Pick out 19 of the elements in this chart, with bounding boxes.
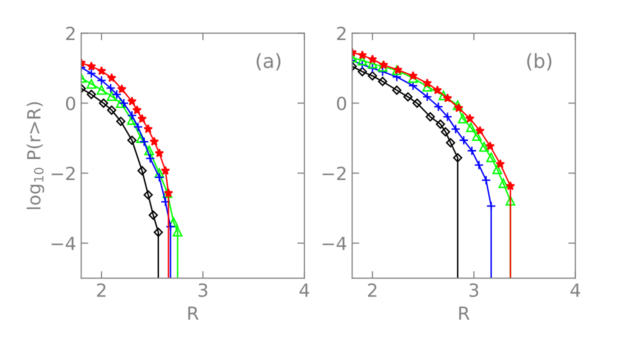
y-tick-label: 0 — [66, 96, 76, 110]
y-axis-title: log$_{10}$ P(r>R) — [26, 102, 44, 210]
y-tick-label: 2 — [66, 26, 75, 40]
y-tick-label: 2 — [337, 26, 346, 40]
x-axis-title: R — [459, 306, 470, 320]
x-tick-label: 4 — [570, 284, 580, 297]
y-tick-label: 0 — [337, 96, 346, 110]
y-tick-label: −4 — [52, 236, 76, 250]
y-tick-label: −2 — [52, 166, 75, 180]
x-axis-title: R — [188, 306, 199, 320]
y-tick-label: −4 — [322, 236, 346, 250]
y-tick-label: −2 — [322, 166, 346, 180]
x-tick-label: 2 — [97, 283, 106, 297]
x-tick-label: 3 — [198, 283, 208, 297]
annotation: (a) — [256, 53, 280, 70]
annotation: (b) — [527, 53, 552, 70]
x-tick-label: 4 — [300, 284, 310, 297]
x-tick-label: 2 — [368, 283, 376, 297]
x-tick-label: 3 — [470, 283, 478, 297]
